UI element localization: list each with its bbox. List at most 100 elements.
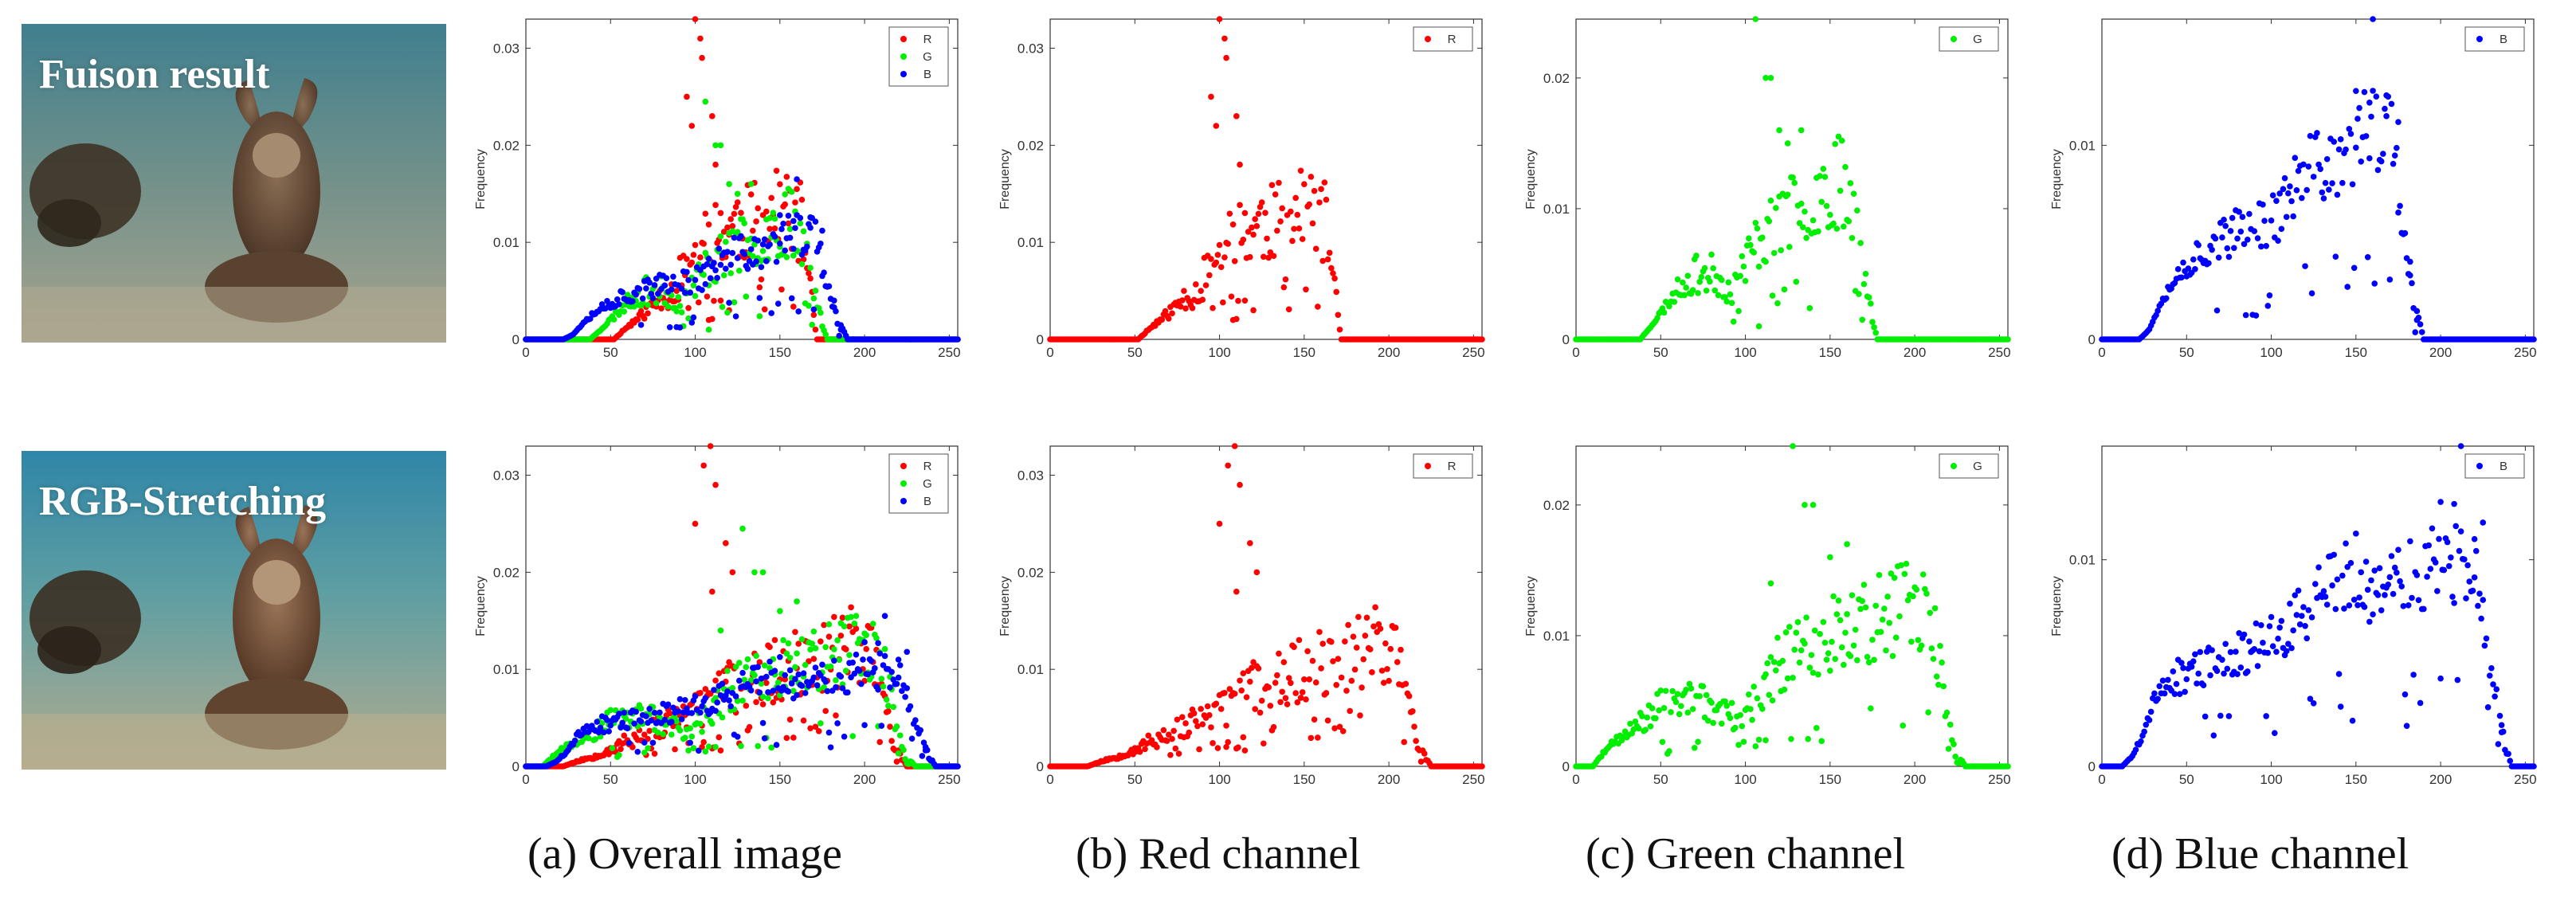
data-point	[1315, 304, 1321, 310]
data-point	[2188, 664, 2195, 670]
data-point	[1301, 181, 1308, 188]
data-point	[1311, 187, 1318, 194]
data-point	[1845, 217, 1853, 225]
data-point	[2480, 519, 2487, 526]
data-point	[1766, 691, 1773, 699]
data-point	[688, 710, 696, 716]
data-point	[1847, 180, 1854, 186]
data-point	[2483, 635, 2490, 642]
data-point	[1635, 725, 1642, 732]
data-point	[802, 661, 809, 668]
data-point	[824, 688, 831, 695]
data-point	[2146, 717, 2153, 723]
data-point	[783, 735, 790, 742]
data-point	[1841, 223, 1847, 230]
plot-frame	[2101, 18, 2535, 340]
data-point	[2368, 113, 2374, 120]
data-point	[1735, 308, 1742, 315]
data-point	[773, 742, 780, 748]
data-point	[2176, 691, 2183, 697]
data-point	[1798, 647, 1805, 654]
data-point	[1871, 324, 1877, 331]
data-point	[853, 651, 860, 658]
data-point	[2395, 119, 2402, 125]
caption-green-channel: (c) Green channel	[1586, 829, 1906, 879]
data-point	[2221, 670, 2227, 677]
data-point	[2236, 629, 2242, 637]
data-point	[750, 227, 756, 234]
data-point	[810, 656, 817, 662]
data-point	[1178, 297, 1186, 304]
data-point	[1253, 569, 1261, 576]
x-tick-label: 150	[1293, 345, 1315, 360]
data-point	[1186, 729, 1193, 736]
data-point	[2391, 152, 2398, 159]
data-point	[731, 210, 738, 217]
data-point	[851, 620, 858, 627]
data-point	[1823, 656, 1830, 663]
data-point	[1781, 286, 1788, 293]
data-point	[592, 736, 598, 742]
data-point	[2275, 635, 2281, 642]
data-point	[2260, 640, 2266, 646]
data-point	[2273, 648, 2280, 655]
data-point	[1154, 744, 1160, 750]
data-point	[2227, 648, 2234, 656]
data-point	[649, 295, 657, 302]
data-point	[711, 687, 717, 693]
data-point	[1255, 210, 1262, 217]
data-point	[1392, 625, 1399, 631]
data-point	[696, 747, 702, 754]
data-point	[2402, 229, 2409, 237]
data-point	[2385, 582, 2392, 588]
data-point	[2195, 241, 2202, 249]
data-point	[768, 744, 774, 751]
y-tick-label: 0.01	[1543, 202, 1570, 217]
data-point	[845, 689, 851, 696]
data-point	[2344, 284, 2351, 290]
data-point	[1869, 637, 1876, 643]
data-point	[2475, 602, 2481, 609]
data-point	[2246, 210, 2253, 217]
data-point	[697, 720, 704, 727]
legend-marker-G	[900, 53, 907, 60]
data-point	[833, 677, 839, 684]
x-tick-label: 150	[769, 772, 791, 787]
data-point	[822, 679, 829, 685]
data-point	[777, 692, 783, 699]
data-point	[618, 724, 624, 731]
plot-stretch-blue: 0 50 100 150 200 250 0 0.01 Frequency B	[2046, 440, 2540, 798]
data-point	[1752, 219, 1759, 226]
data-point	[1274, 227, 1280, 234]
data-point	[2287, 601, 2293, 607]
x-tick-label: 50	[1127, 345, 1143, 360]
data-point	[705, 316, 712, 323]
data-point	[2373, 93, 2380, 100]
data-point	[1784, 140, 1791, 147]
data-point	[2162, 295, 2170, 302]
data-point	[1859, 316, 1866, 323]
plot-fusion-red: 0 50 100 150 200 250 0 0.01 0.02 0.03 Frequency R	[994, 13, 1488, 371]
x-tick-label: 0	[1572, 772, 1579, 787]
data-point	[1689, 287, 1696, 293]
data-point	[751, 672, 758, 679]
data-point	[2471, 574, 2478, 581]
data-point	[1769, 292, 1776, 299]
data-point	[2221, 217, 2227, 223]
data-point	[709, 588, 716, 595]
data-point	[2178, 660, 2185, 666]
data-point	[1680, 279, 1686, 286]
data-point	[1872, 602, 1880, 609]
data-point	[1700, 683, 1707, 690]
data-point	[2409, 280, 2415, 287]
data-point	[2299, 613, 2305, 619]
data-point	[2323, 155, 2331, 163]
data-point	[1823, 202, 1830, 210]
data-point	[732, 664, 739, 670]
data-point	[609, 745, 616, 751]
data-point	[2371, 280, 2378, 287]
data-point	[690, 252, 697, 258]
data-point	[692, 241, 699, 249]
data-point	[1669, 688, 1676, 695]
data-point	[705, 743, 712, 750]
